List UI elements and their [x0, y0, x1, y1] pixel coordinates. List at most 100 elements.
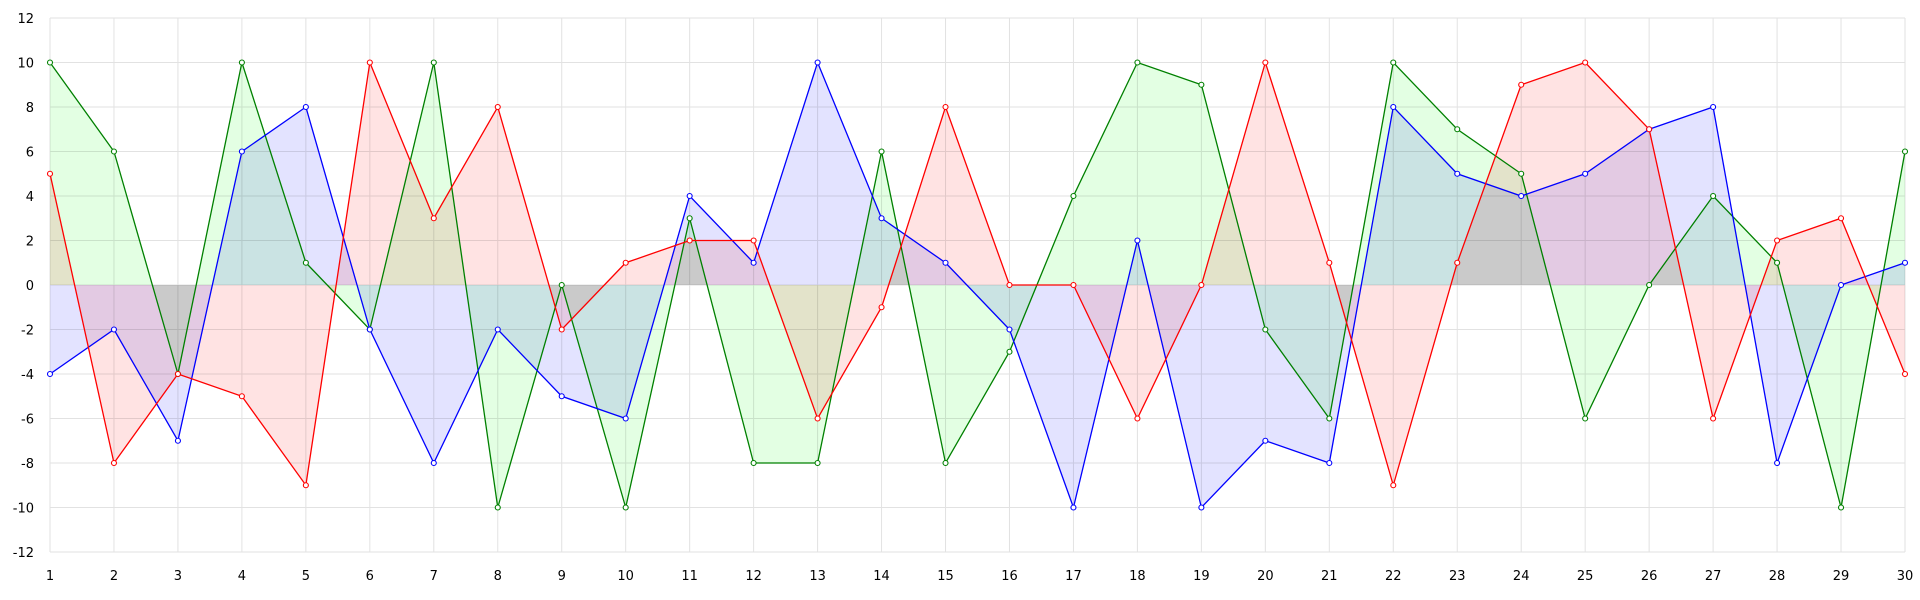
series-3-point	[302, 482, 309, 489]
series-3-point	[814, 415, 821, 422]
series-3-point	[1198, 281, 1205, 289]
series-3-point	[1710, 415, 1717, 422]
y-tick-label: 10	[17, 57, 34, 72]
series-1-point	[686, 215, 693, 222]
series-2-line	[49, 60, 1906, 510]
series-2-point	[878, 215, 885, 222]
series-2-point	[1837, 281, 1845, 289]
series-1-point	[622, 504, 629, 511]
series-3-point	[878, 304, 885, 311]
x-tick-label: 9	[558, 569, 566, 584]
series-2-point	[1390, 103, 1397, 111]
series-2-point	[1134, 237, 1141, 244]
series-2-point	[1454, 170, 1461, 177]
x-tick-label: 2	[110, 569, 118, 584]
x-tick-label: 21	[1321, 569, 1338, 584]
series-3-point	[686, 237, 693, 244]
series-1-point	[430, 59, 437, 66]
series-1-point	[1646, 281, 1653, 289]
series-2-point	[1518, 192, 1525, 200]
series-lines	[49, 59, 1906, 510]
series-3-point	[1774, 237, 1781, 244]
x-tick-label: 24	[1513, 569, 1530, 584]
x-tick-label: 10	[617, 569, 634, 584]
series-1-point	[1837, 504, 1845, 511]
series-3-point	[622, 259, 629, 266]
y-tick-label: 4	[26, 190, 34, 205]
x-tick-label: 16	[1001, 569, 1018, 584]
series-3-point	[1134, 415, 1141, 422]
x-tick-label: 3	[174, 569, 182, 584]
x-tick-label: 13	[809, 569, 826, 584]
series-2-point	[622, 415, 629, 422]
series-3-point	[1837, 215, 1845, 222]
series-1-point	[1582, 415, 1589, 422]
series-2-point	[750, 259, 757, 266]
series-2-point	[1326, 459, 1333, 467]
x-tick-label: 22	[1385, 569, 1402, 584]
x-tick-label: 6	[366, 569, 374, 584]
y-tick-label: 12	[17, 12, 34, 27]
series-1-point	[1454, 126, 1461, 133]
series-3-point	[1901, 370, 1909, 378]
series-2-point	[366, 326, 373, 333]
series-1-point	[1326, 415, 1333, 422]
series-3-point	[174, 370, 181, 378]
y-tick-label: 6	[26, 146, 34, 161]
series-1-point	[46, 59, 54, 66]
x-tick-label: 19	[1193, 569, 1210, 584]
series-3-point	[750, 237, 757, 244]
y-tick-label: 2	[26, 235, 34, 250]
series-1-point	[1901, 148, 1909, 155]
series-3-point	[1454, 259, 1461, 266]
series-1-point	[1710, 192, 1717, 200]
x-tick-label: 1	[46, 569, 54, 584]
series-3-point	[494, 103, 501, 111]
y-tick-label: -6	[21, 413, 34, 428]
x-tick-label: 27	[1705, 569, 1722, 584]
x-tick-label: 7	[430, 569, 438, 584]
series-1-point	[1774, 259, 1781, 266]
series-2-point	[1006, 326, 1013, 333]
series-1-point	[1134, 59, 1141, 66]
x-tick-label: 28	[1769, 569, 1786, 584]
x-tick-label: 8	[494, 569, 502, 584]
series-1-point	[494, 504, 501, 511]
x-tick-label: 12	[745, 569, 762, 584]
series-1-point	[878, 148, 885, 155]
x-tick-label: 25	[1577, 569, 1594, 584]
series-2-point	[1070, 504, 1077, 511]
series-3-point	[1006, 281, 1013, 289]
series-3-point	[1390, 482, 1397, 489]
x-tick-label: 18	[1129, 569, 1146, 584]
x-tick-label: 5	[302, 569, 310, 584]
series-3-point	[1326, 259, 1333, 266]
series-1-point	[750, 459, 757, 467]
x-tick-label: 20	[1257, 569, 1274, 584]
series-2-point	[1710, 103, 1717, 111]
series-2-point	[110, 326, 118, 333]
series-3-point	[942, 103, 949, 111]
series-3-point	[558, 326, 565, 333]
series-2-point	[494, 326, 501, 333]
series-2-point	[1198, 504, 1205, 511]
x-tick-label: 23	[1449, 569, 1466, 584]
series-2-point	[814, 59, 821, 66]
series-1-point	[1390, 59, 1397, 66]
x-tick-label: 17	[1065, 569, 1082, 584]
x-tick-label: 30	[1897, 569, 1914, 584]
series-1-point	[1070, 192, 1077, 200]
series-1-point	[814, 459, 821, 467]
x-tick-label: 11	[681, 569, 698, 584]
series-2-point	[46, 370, 54, 378]
series-3-point	[1518, 81, 1525, 88]
series-1-point	[238, 59, 245, 66]
x-tick-label: 29	[1833, 569, 1850, 584]
series-1-point	[110, 148, 118, 155]
series-3-point	[1646, 126, 1653, 133]
series-3-point	[110, 459, 118, 467]
series-3-point	[1070, 281, 1077, 289]
series-1-point	[1198, 81, 1205, 88]
